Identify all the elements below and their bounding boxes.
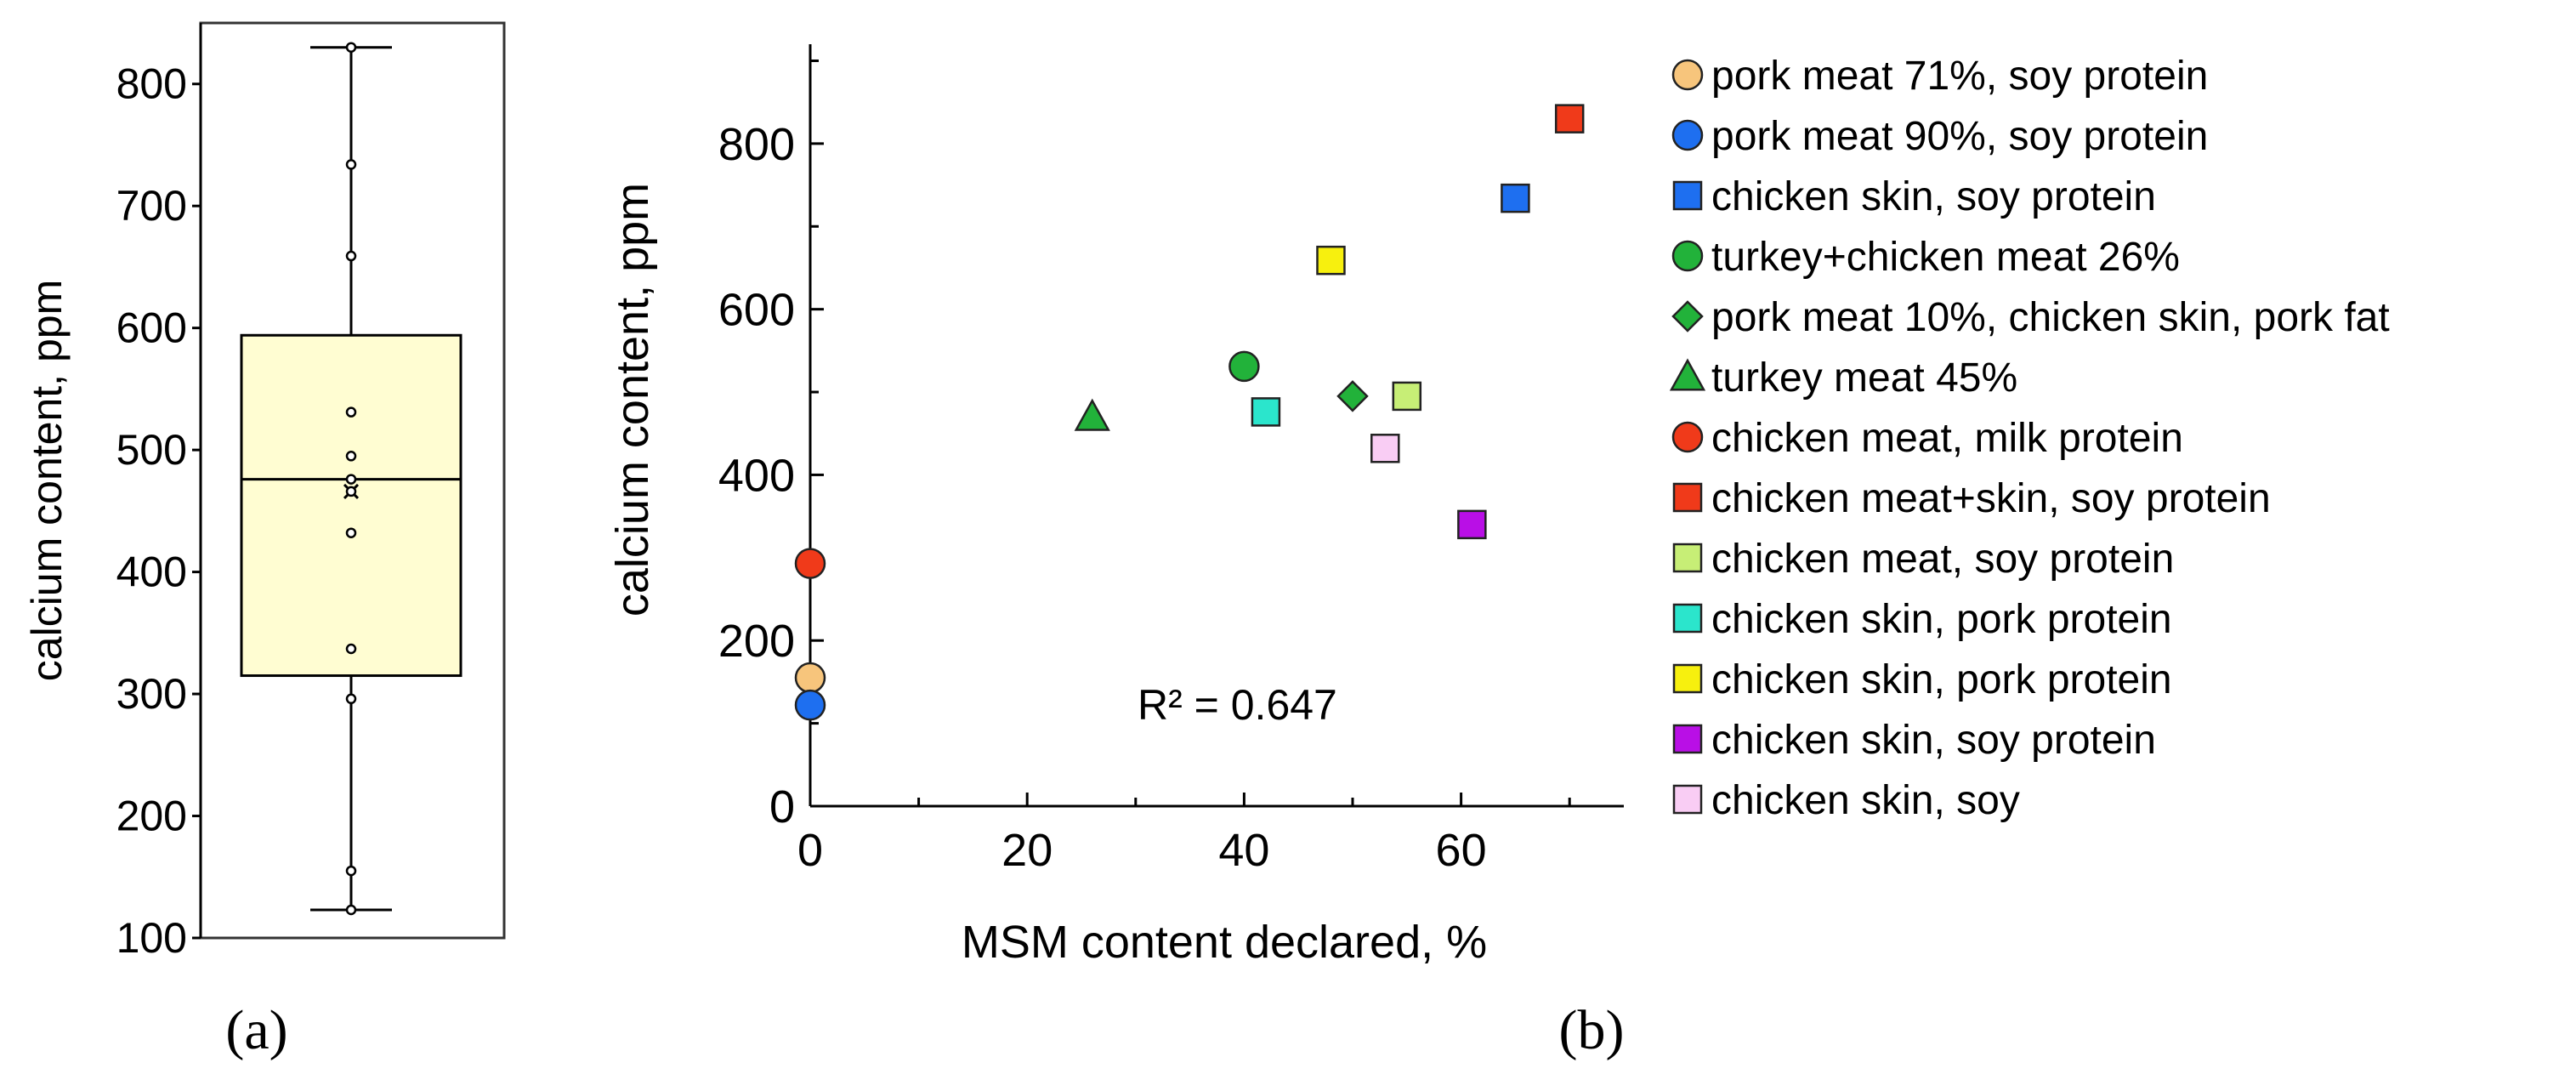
panel-a-caption: (a): [225, 999, 287, 1061]
scatter-y-tick-label: 800: [718, 119, 795, 170]
legend-label: chicken skin, pork protein: [1711, 597, 2172, 642]
boxplot-y-tick-label: 800: [116, 60, 187, 108]
legend-marker-square: [1672, 543, 1703, 573]
boxplot-data-point: [345, 474, 357, 485]
legend-item: pork meat 10%, chicken skin, pork fat: [1671, 295, 2390, 340]
legend-item: chicken skin, pork protein: [1672, 597, 2172, 642]
legend-marker-circle: [1671, 421, 1704, 453]
scatter-x-tick-label: 40: [1218, 825, 1269, 876]
legend-item: chicken meat, milk protein: [1671, 416, 2183, 461]
boxplot-y-tick-label: 500: [116, 426, 187, 474]
scatter-x-ticks: 0 20 40 60: [797, 793, 1571, 876]
r-squared-annotation: R² = 0.647: [1138, 681, 1337, 729]
boxplot-panel: 100 200 300 400 500 600 700 800 calcium content…: [23, 21, 506, 1061]
legend-item: turkey+chicken meat 26%: [1671, 235, 2180, 280]
panel-b-caption: (b): [1559, 999, 1625, 1061]
boxplot-y-ticks: 100 200 300 400 500 600 700 800: [116, 60, 201, 962]
scatter-point-square: [1457, 509, 1487, 540]
boxplot-data-point: [345, 250, 357, 262]
scatter-point-diamond: [1336, 380, 1369, 412]
legend-marker-circle: [1671, 59, 1704, 91]
boxplot-y-tick-label: 400: [116, 548, 187, 596]
boxplot-y-axis-label: calcium content, ppm: [23, 280, 71, 681]
boxplot-iqr-box: [240, 333, 462, 678]
scatter-x-tick-label: 20: [1001, 825, 1053, 876]
legend-label: chicken skin, soy: [1711, 778, 2020, 823]
boxplot-body: [240, 46, 462, 912]
legend-item: chicken meat, soy protein: [1672, 537, 2174, 582]
scatter-point-circle: [794, 548, 826, 579]
scatter-x-tick-label: 0: [797, 825, 823, 876]
scatter-y-ticks: 0 200 400 600 800: [718, 59, 824, 832]
legend-label: chicken skin, soy protein: [1711, 718, 2156, 763]
legend-marker-square: [1672, 482, 1703, 513]
legend-label: chicken meat, soy protein: [1711, 537, 2174, 582]
legend-label: pork meat 71%, soy protein: [1711, 54, 2208, 99]
legend-label: chicken meat, milk protein: [1711, 416, 2183, 461]
legend-label: turkey+chicken meat 26%: [1711, 235, 2180, 280]
legend-item: chicken skin, pork protein: [1672, 657, 2172, 702]
legend-marker-square: [1672, 603, 1703, 634]
boxplot-data-point: [345, 159, 357, 170]
legend-item: chicken meat+skin, soy protein: [1672, 476, 2271, 521]
boxplot-data-point: [345, 406, 357, 418]
legend: pork meat 71%, soy protein pork meat 90%,…: [1669, 54, 2390, 823]
boxplot-data-point: [345, 693, 357, 705]
legend-item: chicken skin, soy protein: [1672, 174, 2156, 219]
legend-label: chicken skin, soy protein: [1711, 174, 2156, 219]
boxplot-data-point: [345, 643, 357, 655]
scatter-y-tick-label: 400: [718, 450, 795, 501]
scatter-x-axis-label: MSM content declared, %: [962, 917, 1487, 968]
boxplot-points: [345, 42, 357, 916]
boxplot-y-tick-label: 700: [116, 182, 187, 230]
legend-item: turkey meat 45%: [1669, 355, 2017, 401]
scatter-point-square: [1251, 397, 1281, 427]
scatter-y-tick-label: 600: [718, 285, 795, 336]
scatter-points: [794, 104, 1585, 721]
scatter-point-square: [1501, 183, 1530, 213]
scatter-point-square: [1370, 434, 1400, 463]
legend-marker-square: [1672, 784, 1703, 815]
boxplot-y-tick-label: 100: [116, 914, 187, 962]
boxplot-y-tick-label: 300: [116, 670, 187, 718]
boxplot-data-point: [345, 42, 357, 53]
legend-marker-triangle: [1669, 358, 1706, 391]
scatter-y-tick-label: 0: [769, 781, 795, 832]
legend-label: chicken meat+skin, soy protein: [1711, 476, 2271, 521]
legend-item: pork meat 90%, soy protein: [1671, 114, 2208, 159]
scatter-point-circle: [1228, 350, 1260, 383]
scatter-y-axis-label: calcium content, ppm: [607, 183, 658, 617]
legend-marker-diamond: [1671, 300, 1704, 332]
scatter-point-triangle: [1074, 398, 1110, 431]
boxplot-data-point: [345, 904, 357, 916]
boxplot-data-point: [345, 486, 357, 497]
boxplot-data-point: [345, 527, 357, 538]
legend-label: pork meat 90%, soy protein: [1711, 114, 2208, 159]
scatter-y-tick-label: 200: [718, 616, 795, 667]
legend-label: pork meat 10%, chicken skin, pork fat: [1711, 295, 2390, 340]
scatter-panel: 0 200 400 600 800 0 20 40 60 R² = 0.647 MSM con…: [607, 44, 1624, 1061]
legend-marker-circle: [1671, 240, 1704, 272]
legend-item: chicken skin, soy protein: [1672, 718, 2156, 763]
scatter-point-square: [1554, 104, 1585, 134]
scatter-point-square: [1392, 381, 1422, 412]
legend-marker-square: [1672, 663, 1703, 694]
boxplot-y-tick-label: 200: [116, 793, 187, 840]
legend-item: pork meat 71%, soy protein: [1671, 54, 2208, 99]
legend-item: chicken skin, soy: [1672, 778, 2020, 823]
legend-marker-square: [1672, 180, 1703, 211]
scatter-point-square: [1316, 245, 1346, 276]
scatter-point-circle: [794, 689, 826, 721]
scatter-x-tick-label: 60: [1436, 825, 1487, 876]
boxplot-data-point: [345, 865, 357, 877]
scatter-point-circle: [794, 662, 826, 694]
legend-label: turkey meat 45%: [1711, 355, 2017, 401]
legend-label: chicken skin, pork protein: [1711, 657, 2172, 702]
legend-marker-square: [1672, 724, 1703, 754]
legend-marker-circle: [1671, 119, 1704, 151]
boxplot-data-point: [345, 451, 357, 462]
boxplot-y-tick-label: 600: [116, 304, 187, 352]
